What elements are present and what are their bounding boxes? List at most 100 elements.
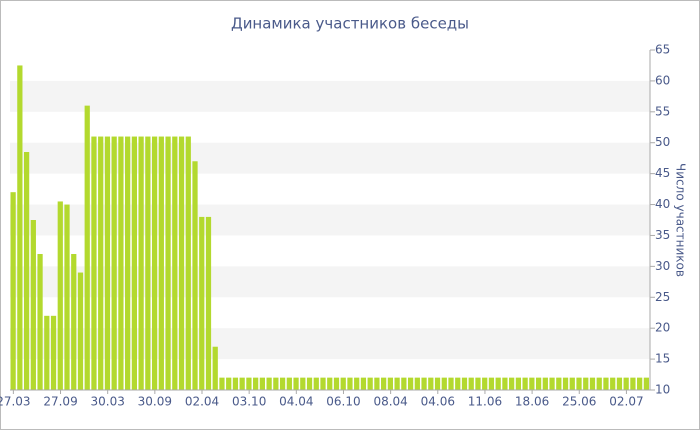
bar [340,377,346,390]
bar [610,377,616,390]
bar [576,377,582,390]
bar [502,377,508,390]
bar [374,377,380,390]
bar [138,136,144,390]
bar [637,377,643,390]
bar [118,136,124,390]
bar [529,377,535,390]
bar [455,377,461,390]
bar [158,136,164,390]
y-tick-label: 10 [655,383,670,397]
bar [482,377,488,390]
bar [91,136,97,390]
bar [583,377,589,390]
bar [509,377,515,390]
bar [542,377,548,390]
y-tick-label: 40 [655,197,670,211]
bar [44,315,50,390]
bar [151,136,158,390]
bar [616,377,623,390]
bar [246,377,252,390]
x-tick-label: 04.06 [421,395,455,409]
bar [434,377,441,390]
bar [320,377,326,390]
x-tick-label: 25.06 [562,395,596,409]
y-tick-label: 45 [655,166,670,180]
y-tick-label: 20 [655,321,670,335]
x-tick-label: 18.06 [515,395,549,409]
x-tick-label: 06.10 [326,395,360,409]
bar [333,377,340,390]
x-tick-label: 27.09 [43,395,77,409]
bar [441,377,447,390]
bar [23,152,30,390]
x-tick-label: 02.07 [609,395,643,409]
bar [495,377,501,390]
bar [589,377,596,390]
bar [226,377,232,390]
bar [199,216,205,390]
bar [306,377,313,390]
bar [347,377,353,390]
bar [313,377,319,390]
x-tick-label: 27.03 [0,395,31,409]
bar [643,377,649,390]
bar [185,136,191,390]
bar [596,377,602,390]
bar [475,377,481,390]
y-tick-label: 55 [655,104,670,118]
bar [165,136,171,390]
y-tick-label: 65 [655,43,670,57]
x-tick-label: 04.04 [279,395,313,409]
y-tick-label: 60 [655,73,670,87]
bar [64,204,70,390]
bar [354,377,360,390]
bar [623,377,629,390]
bar [360,377,367,390]
y-tick-label: 50 [655,135,670,149]
bar [259,377,265,390]
bar [630,377,636,390]
bar [77,272,84,390]
bar [279,377,286,390]
bar [556,377,562,390]
bar [367,377,373,390]
x-tick-label: 11.06 [468,395,502,409]
bar [239,377,245,390]
bar [266,377,272,390]
bar [515,377,521,390]
x-tick-label: 02.04 [185,395,219,409]
bar [253,377,259,390]
bar [10,192,16,390]
bar [98,136,104,390]
bar [394,377,400,390]
bar [212,346,218,390]
bar [549,377,555,390]
x-tick-label: 03.10 [232,395,266,409]
bar [569,377,575,390]
bar [407,377,414,390]
bar [17,65,23,391]
bar [37,254,43,390]
bar [488,377,495,390]
bar [219,377,225,390]
bar [111,136,117,390]
bar [71,254,77,390]
x-tick-label: 08.04 [373,395,407,409]
bar [603,377,609,390]
bar [522,377,528,390]
bar [30,220,36,390]
bar [562,377,569,390]
bar [125,136,131,390]
y-tick-label: 15 [655,352,670,366]
bar [145,136,151,390]
bar [468,377,474,390]
bar [327,377,333,390]
bar [414,377,420,390]
bar [57,201,63,390]
bar [50,315,57,390]
y-tick-label: 35 [655,228,670,242]
bar [192,161,198,390]
